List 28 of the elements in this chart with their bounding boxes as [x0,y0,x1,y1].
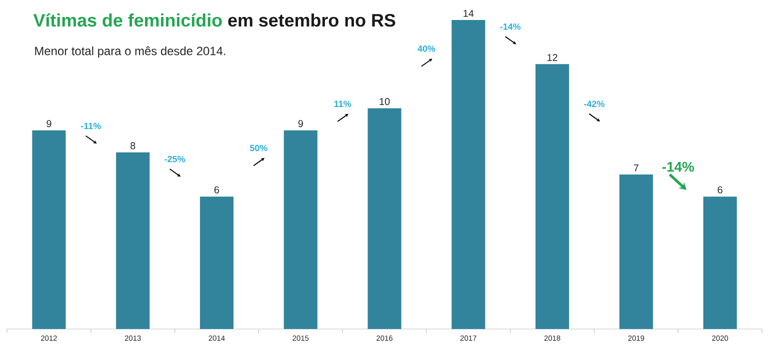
chart-title: Vítimas de feminicídio em setembro no RS [33,13,396,27]
data-label: 9 [46,120,52,128]
text: Menor total para o mês desde 2014. [35,46,226,58]
bar [536,64,570,329]
annotation: 50% [250,144,268,152]
annotation: -25% [164,156,186,162]
bar [116,152,150,329]
bar [452,20,486,329]
annotation: -14% [500,23,521,30]
annotation: 40% [418,46,436,52]
bar [619,174,653,329]
data-label: 7 [634,164,638,172]
annotation: -11% [81,122,101,130]
data-label: 10 [380,98,390,106]
data-label: 6 [214,186,220,194]
data-label: 8 [130,142,136,150]
data-label: 12 [548,54,558,61]
annotation: 11% [334,100,352,108]
bar [703,196,737,329]
bar [200,196,234,329]
data-label: 9 [298,120,303,128]
bar [368,108,402,329]
data-label: 6 [718,186,722,194]
data-label: 14 [464,10,474,17]
bar [32,130,66,329]
bar [284,130,318,329]
annotation: -14% [662,162,694,172]
annotation: -42% [584,100,604,108]
